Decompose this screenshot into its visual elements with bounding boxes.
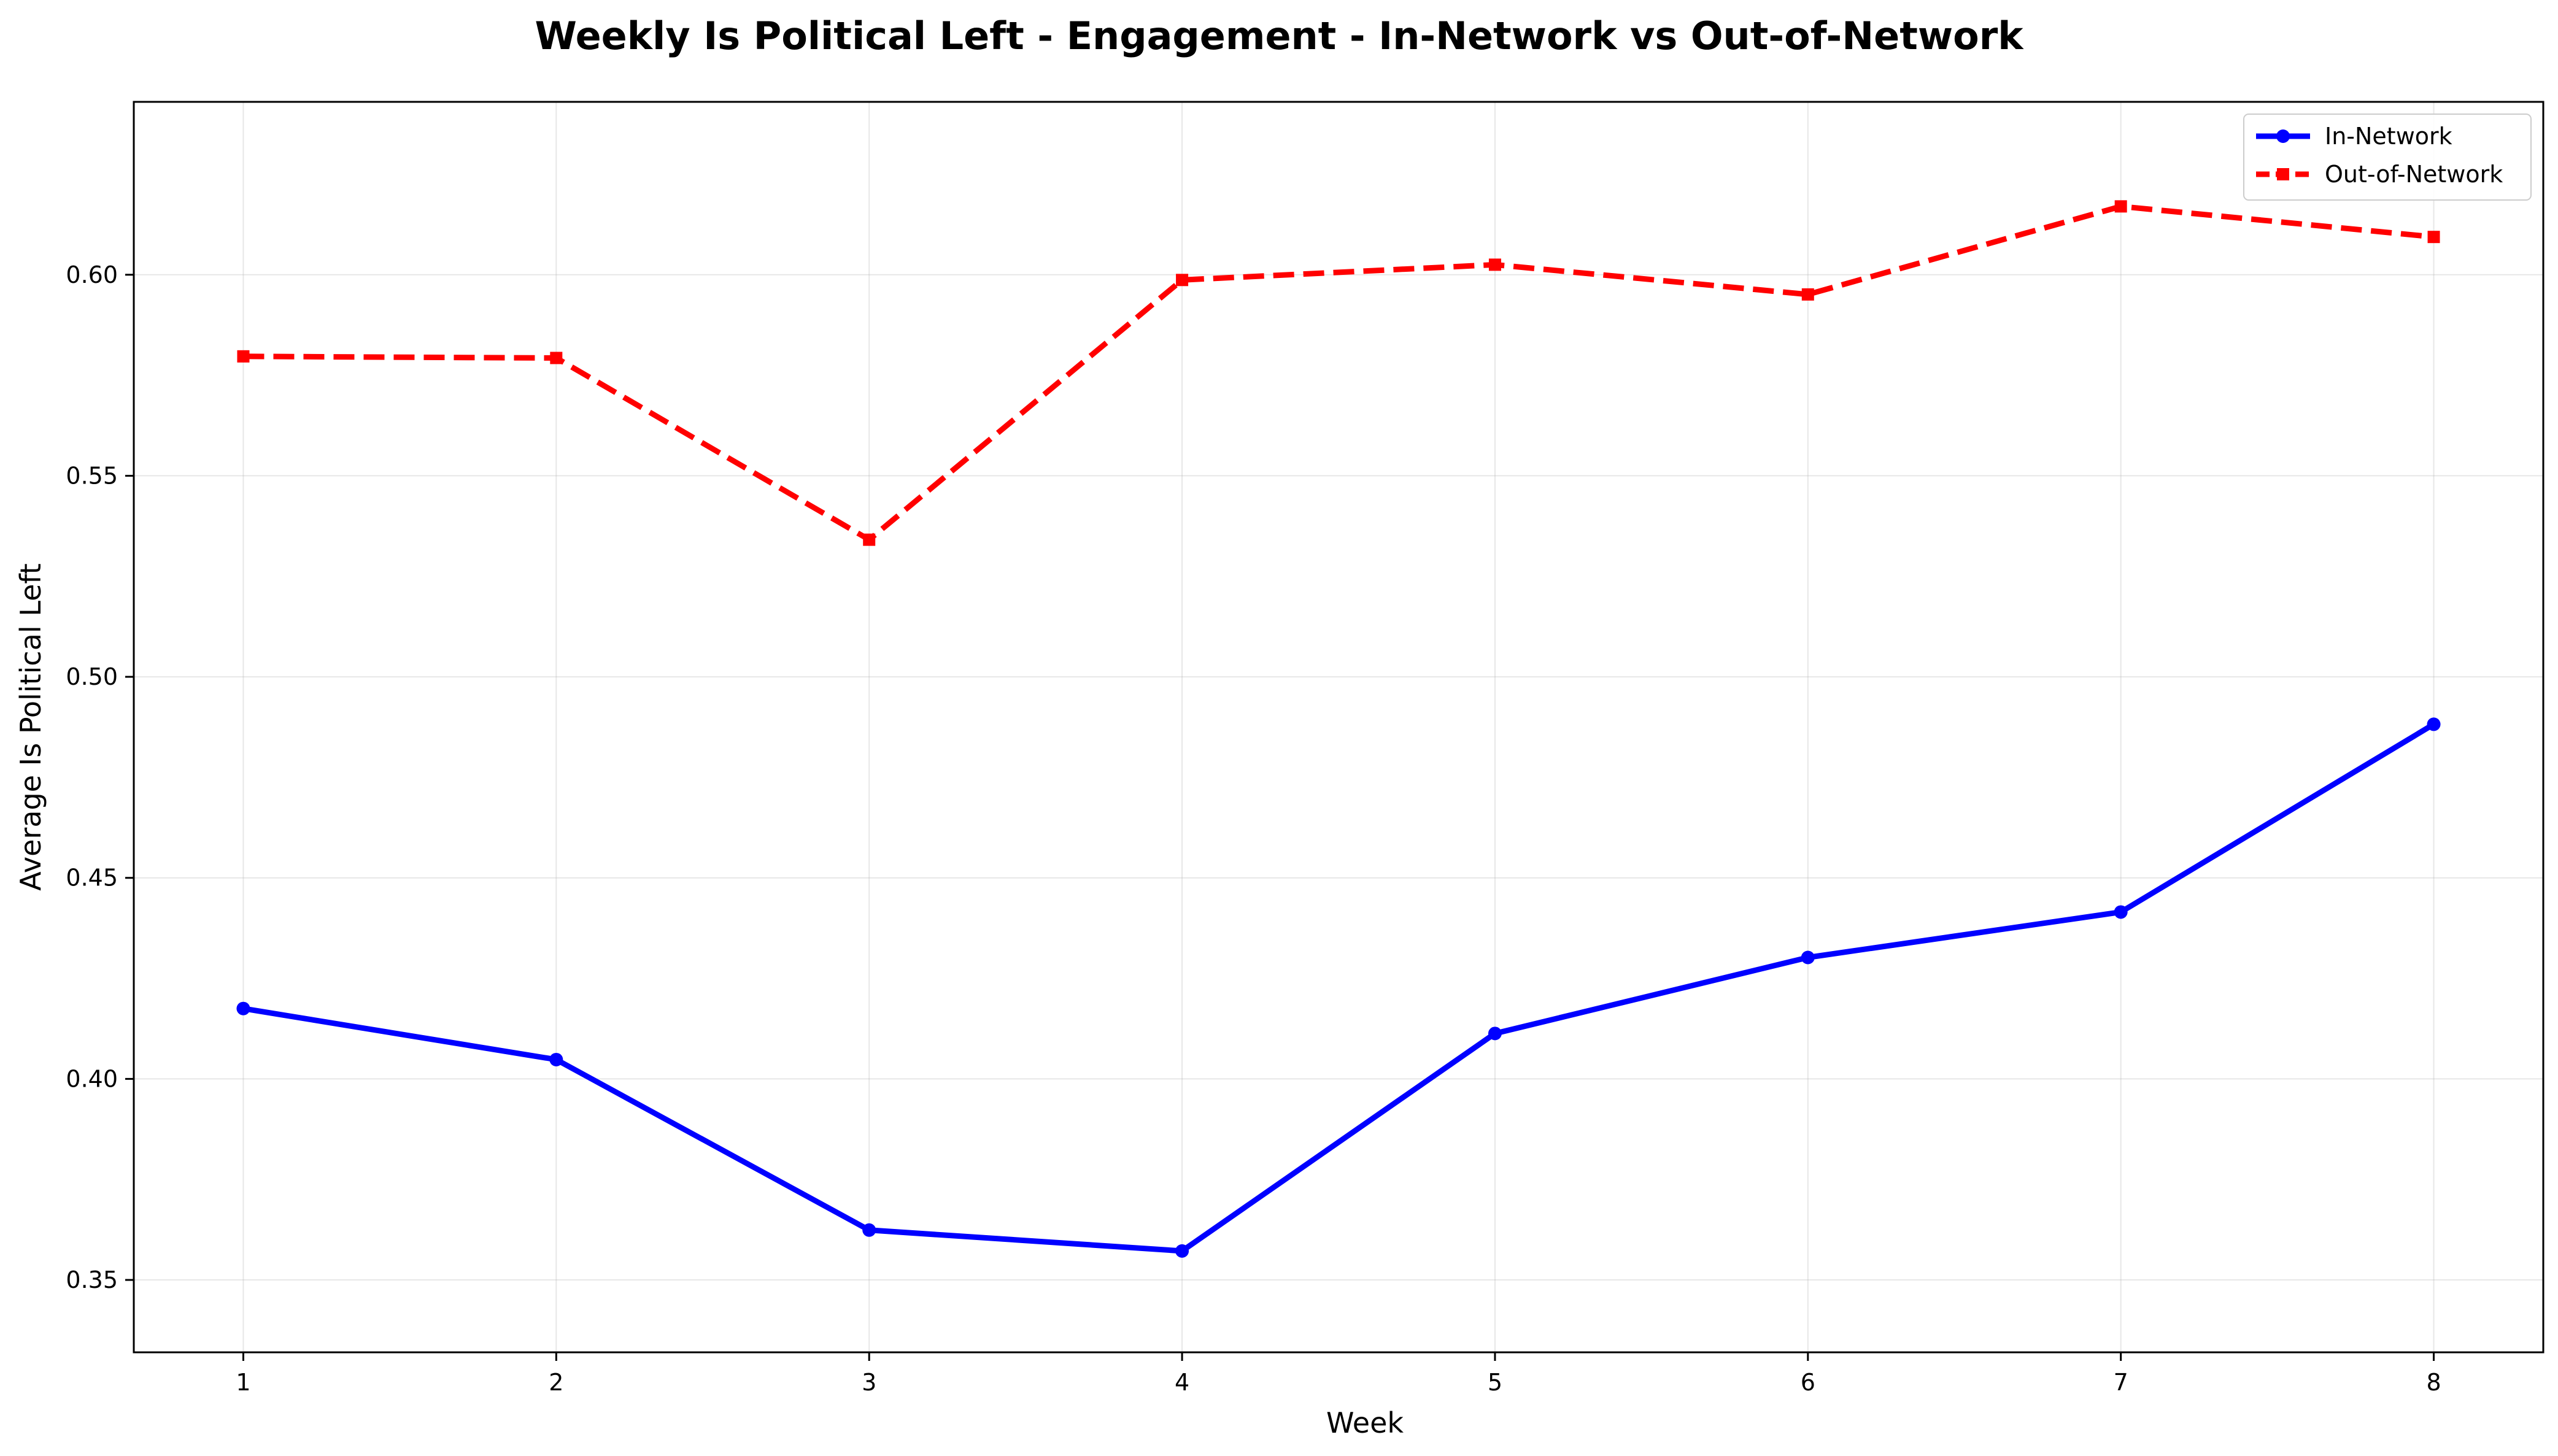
- out-of-network-point: [1488, 258, 1501, 271]
- in-network-point: [549, 1052, 563, 1066]
- x-tick-label: 5: [1488, 1369, 1502, 1396]
- x-tick-label: 2: [549, 1369, 563, 1396]
- in-network-point: [236, 1001, 250, 1015]
- in-network-point: [1801, 950, 1815, 965]
- out-of-network-point: [2114, 200, 2127, 213]
- out-of-network-point: [237, 350, 250, 363]
- out-of-network-point: [1176, 274, 1189, 287]
- plot-area-frame: [133, 101, 2544, 1354]
- series-lines: [236, 200, 2441, 1258]
- legend-out-of-network-label: Out-of-Network: [2325, 161, 2503, 188]
- out-of-network-point: [863, 533, 876, 546]
- legend-in-network-label: In-Network: [2325, 123, 2452, 150]
- out-of-network-point: [1801, 288, 1814, 301]
- in-network-point: [2114, 905, 2128, 919]
- in-network-line: [242, 722, 2435, 1254]
- y-tick-label: 0.55: [66, 462, 118, 489]
- x-tick-label: 8: [2426, 1369, 2441, 1396]
- y-tick-label: 0.50: [66, 663, 118, 690]
- legend: In-Network Out-of-Network: [2243, 114, 2532, 201]
- legend-out-of-network-marker: [2277, 168, 2289, 180]
- grid: [134, 102, 2543, 1352]
- legend-in-network-marker: [2276, 129, 2290, 143]
- axis-ticks: 1 2 3 4 5 6 7 8 0.35 0.40 0.45 0.50 0.55 0.60: [66, 261, 2441, 1396]
- y-axis-label: Average Is Political Left: [14, 563, 47, 891]
- y-tick-label: 0.45: [66, 865, 118, 892]
- x-tick-label: 7: [2114, 1369, 2128, 1396]
- legend-box: [2243, 114, 2532, 201]
- out-of-network-line: [243, 203, 2434, 543]
- in-network-point: [2427, 717, 2441, 731]
- y-tick-label: 0.40: [66, 1065, 118, 1092]
- out-of-network-point: [2427, 231, 2440, 244]
- y-tick-label: 0.60: [66, 261, 118, 288]
- x-tick-label: 3: [862, 1369, 876, 1396]
- in-network-point: [862, 1223, 876, 1237]
- x-tick-label: 4: [1175, 1369, 1189, 1396]
- x-tick-label: 6: [1801, 1369, 1815, 1396]
- out-of-network-point: [550, 352, 563, 364]
- in-network-point: [1488, 1027, 1502, 1041]
- y-tick-label: 0.35: [66, 1266, 118, 1293]
- in-network-point: [1175, 1244, 1189, 1258]
- x-axis-label: Week: [1326, 1406, 1404, 1439]
- x-tick-label: 1: [236, 1369, 250, 1396]
- chart-title: Weekly Is Political Left - Engagement - …: [535, 13, 2024, 58]
